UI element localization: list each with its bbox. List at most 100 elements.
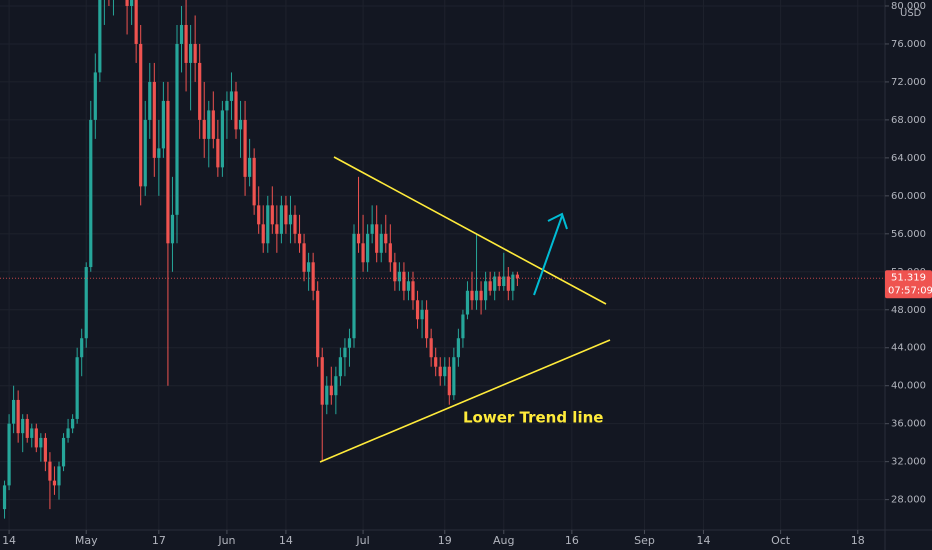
- x-tick-label: Jul: [355, 534, 369, 547]
- candle-body: [334, 376, 338, 396]
- candle-body: [329, 385, 333, 396]
- candle-body: [39, 437, 43, 448]
- candle-body: [379, 233, 383, 253]
- candle-body: [502, 276, 506, 287]
- y-tick-label: 40.000: [891, 381, 926, 392]
- candle-body: [420, 309, 424, 320]
- candle-body: [229, 91, 234, 101]
- candle-body: [307, 262, 311, 272]
- arrow-head: [547, 212, 568, 230]
- x-tick-label: Aug: [493, 534, 514, 547]
- candle-body: [80, 338, 84, 358]
- candle-body: [202, 119, 206, 139]
- y-tick-label: 72.000: [891, 77, 926, 88]
- candle-body: [52, 480, 57, 486]
- candle-body: [21, 418, 25, 434]
- candle-body: [388, 243, 392, 263]
- candle-body: [71, 418, 75, 429]
- candle-body: [411, 281, 415, 301]
- candle-body: [161, 100, 165, 149]
- price-value: 51.319: [891, 272, 926, 283]
- x-tick-label: Oct: [771, 534, 791, 547]
- candle-body: [261, 224, 265, 244]
- candle-body: [434, 357, 438, 367]
- y-tick-label: 48.000: [891, 305, 926, 316]
- candle-body: [93, 72, 97, 120]
- candle-body: [143, 119, 147, 187]
- candle-body: [297, 233, 302, 244]
- candle-body: [384, 233, 388, 244]
- candle-body: [343, 347, 347, 358]
- candle-body: [225, 100, 229, 111]
- candle-body: [279, 205, 283, 234]
- candle-body: [415, 300, 420, 320]
- x-tick-label: May: [75, 534, 98, 547]
- candle-body: [397, 271, 401, 282]
- candle-body: [474, 290, 479, 301]
- candle-body: [98, 0, 102, 73]
- candle-body: [30, 428, 34, 438]
- candle-body: [284, 205, 288, 225]
- candle-body: [425, 309, 429, 339]
- candle-body: [48, 461, 52, 481]
- candle-body: [248, 157, 252, 177]
- y-tick-label: 56.000: [891, 229, 926, 240]
- candle-body: [515, 274, 519, 279]
- candle-body: [252, 157, 256, 206]
- candle-body: [43, 437, 47, 462]
- candle-body: [125, 0, 129, 6]
- candle-body: [7, 423, 11, 486]
- y-tick-label: 44.000: [891, 343, 926, 354]
- candle-body: [443, 366, 447, 377]
- candle-body: [511, 274, 515, 291]
- candle-body: [157, 148, 161, 158]
- candle-body: [370, 224, 374, 234]
- candle-body: [238, 119, 243, 130]
- candle-body: [25, 418, 29, 438]
- candle-body: [456, 338, 460, 358]
- candle-body: [257, 205, 261, 225]
- x-tick-label: 16: [565, 534, 579, 547]
- candle-body: [139, 43, 143, 187]
- x-tick-label: 14: [696, 534, 710, 547]
- candle-body: [57, 466, 61, 486]
- candle-body: [270, 205, 274, 225]
- candle-body: [184, 24, 188, 63]
- candle-body: [366, 233, 370, 263]
- candle-body: [220, 110, 224, 168]
- x-tick-label: 14: [2, 534, 16, 547]
- y-tick-label: 60.000: [891, 191, 926, 202]
- candle-body: [216, 138, 220, 168]
- candle-body: [325, 385, 329, 405]
- x-axis: 14 May 17 Jun 14 Jul 19 Aug 16 Sep 14 Oct 18: [2, 530, 865, 547]
- candle-body: [189, 43, 193, 63]
- candle-body: [234, 91, 238, 130]
- candle-body: [406, 281, 411, 291]
- candle-body: [465, 290, 470, 315]
- candle-body: [438, 366, 442, 377]
- candle-body: [61, 437, 66, 467]
- candle-body: [361, 243, 365, 263]
- candles: [0, 0, 885, 519]
- x-tick-label: 14: [279, 534, 293, 547]
- candle-body: [148, 81, 152, 120]
- arrow-shaft: [533, 215, 563, 296]
- candle-body: [84, 267, 88, 339]
- candle-body: [470, 290, 474, 301]
- candle-body: [266, 205, 270, 244]
- price-label: 51.319 07:57:09: [885, 270, 932, 299]
- candle-body: [375, 224, 379, 253]
- candle-body: [447, 366, 451, 396]
- candle-body: [302, 243, 306, 272]
- candle-body: [179, 24, 184, 44]
- candle-body: [352, 233, 356, 339]
- x-tick-label: Jun: [217, 534, 235, 547]
- x-tick-label: 17: [152, 534, 166, 547]
- countdown: 07:57:09: [888, 285, 932, 296]
- candle-body: [275, 224, 279, 234]
- upper-trend-line: [333, 156, 607, 305]
- candle-body: [393, 262, 397, 282]
- candle-body: [170, 214, 175, 244]
- candle-body: [152, 81, 156, 158]
- candle-body: [506, 276, 510, 291]
